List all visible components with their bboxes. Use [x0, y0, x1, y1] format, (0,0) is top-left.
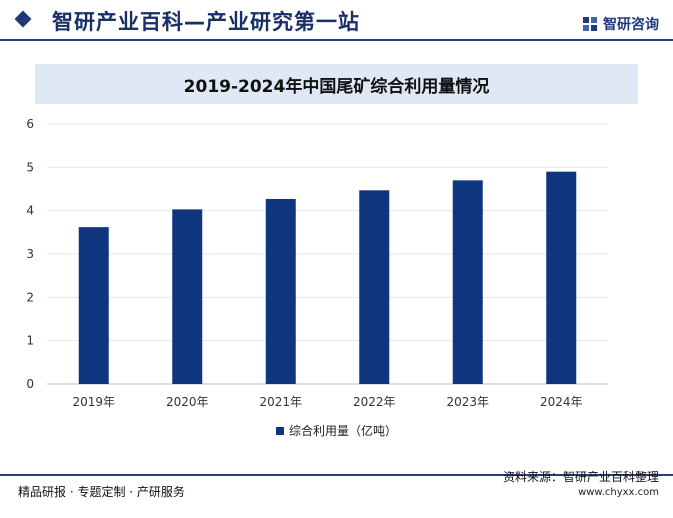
footer-source: 资料来源：智研产业百科整理: [502, 470, 659, 484]
bar: [452, 180, 483, 384]
legend-swatch: [275, 426, 284, 435]
brand-name: 智研咨询: [603, 17, 659, 33]
x-tick-label: 2022年: [353, 395, 396, 409]
y-tick-label: 1: [26, 334, 34, 348]
y-tick-label: 3: [26, 247, 34, 261]
bar: [265, 198, 296, 384]
brand-logo-icon: [583, 17, 597, 31]
chart-legend: 综合利用量（亿吨）: [0, 422, 673, 439]
legend-label: 综合利用量（亿吨）: [288, 424, 397, 438]
y-tick-label: 4: [26, 204, 34, 218]
y-tick-label: 2: [26, 290, 34, 304]
y-tick-label: 5: [26, 160, 34, 174]
bar: [546, 171, 577, 384]
bar: [78, 227, 109, 384]
bar: [359, 190, 390, 384]
x-tick-label: 2023年: [446, 395, 489, 409]
x-tick-label: 2024年: [540, 395, 583, 409]
footer-divider: [0, 474, 673, 476]
x-tick-label: 2020年: [166, 395, 209, 409]
chart-title: 2019-2024年中国尾矿综合利用量情况: [183, 76, 490, 97]
footer-url: www.chyxx.com: [578, 487, 659, 498]
bar: [172, 209, 203, 384]
brand-logo: 智研咨询: [582, 14, 659, 34]
header-divider: [0, 39, 673, 41]
y-tick-label: 0: [26, 377, 34, 391]
footer-services: 精品研报 · 专题定制 · 产研服务: [18, 485, 185, 499]
x-tick-label: 2021年: [259, 395, 302, 409]
x-tick-label: 2019年: [72, 395, 115, 409]
y-tick-label: 6: [26, 117, 34, 131]
chart-title-band: 2019-2024年中国尾矿综合利用量情况: [35, 64, 638, 104]
site-title: 智研产业百科—产业研究第一站: [52, 10, 360, 34]
